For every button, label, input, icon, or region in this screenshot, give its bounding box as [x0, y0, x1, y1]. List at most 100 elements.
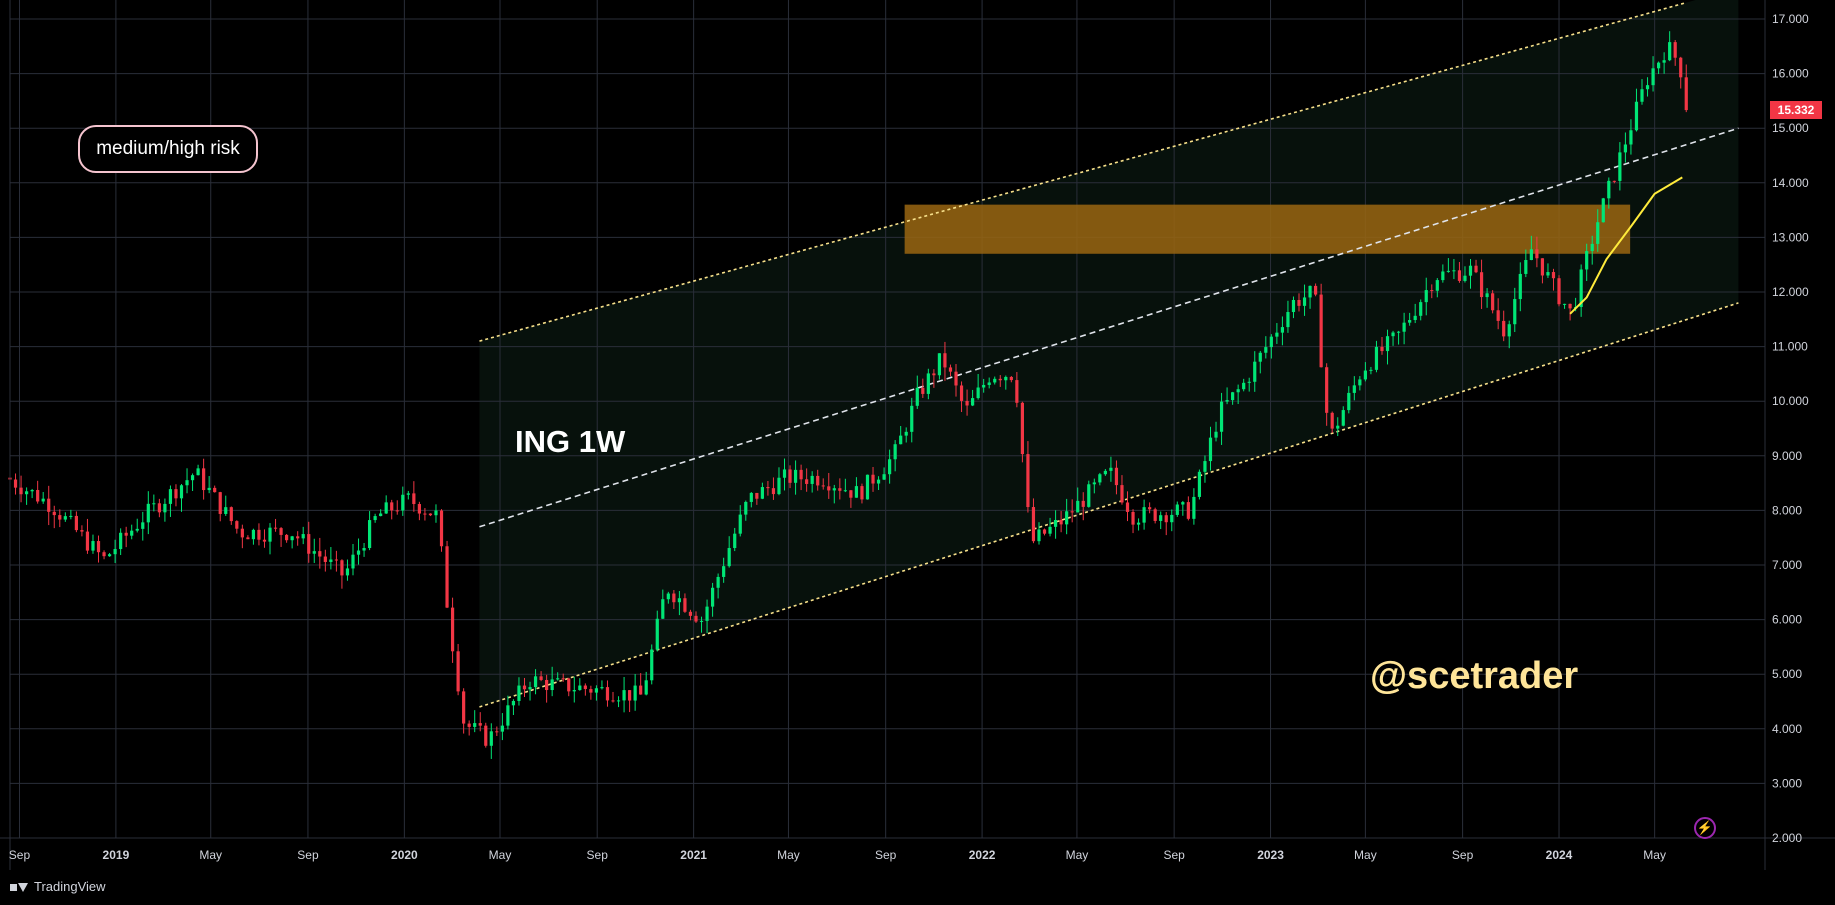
candle-body	[1634, 101, 1639, 131]
candle-body	[705, 606, 709, 621]
candle-body	[1103, 470, 1107, 475]
price-axis[interactable]: 17.000 16.000 15.000 14.000 13.000 12.000 11.0…	[1772, 12, 1809, 845]
time-axis[interactable]: Sep 2019 May Sep 2020 May Sep 2021 May Sep 2022 May…	[9, 848, 1666, 862]
candle-body	[1208, 437, 1213, 462]
candle-body	[1125, 502, 1130, 512]
candle-body	[1457, 270, 1462, 281]
candle-body	[1651, 68, 1655, 86]
candle-body	[63, 516, 67, 520]
candle-body	[1308, 285, 1312, 298]
candle-body	[124, 532, 128, 536]
candle-body	[163, 503, 167, 513]
candle-body	[744, 501, 748, 515]
candle-body	[1391, 332, 1395, 337]
candle-body	[279, 528, 283, 535]
candle-body	[1181, 502, 1185, 505]
candle-body	[401, 494, 405, 511]
candle-body	[157, 503, 161, 513]
candle-body	[1684, 77, 1688, 111]
y-tick-label: 7.000	[1772, 558, 1802, 572]
candle-body	[843, 490, 847, 492]
candle-body	[379, 513, 383, 517]
candle-body	[1164, 515, 1168, 523]
candle-body	[246, 537, 250, 540]
x-tick-label: May	[1354, 848, 1377, 862]
candle-body	[860, 486, 864, 500]
candle-body	[80, 530, 84, 532]
candle-body	[1679, 57, 1683, 78]
candle-body	[1087, 484, 1091, 507]
candle-body	[1302, 297, 1307, 306]
candle-body	[1656, 62, 1661, 69]
candle-body	[1004, 376, 1008, 381]
candle-body	[500, 725, 504, 732]
candle-body	[1518, 273, 1522, 300]
candle-body	[937, 353, 942, 376]
candle-body	[1109, 467, 1113, 471]
candle-body	[1363, 370, 1367, 380]
candle-body	[694, 615, 698, 622]
candle-body	[323, 556, 327, 562]
last-price-tag: 15.332	[1770, 101, 1822, 120]
candle-body	[146, 503, 150, 523]
candle-body	[1358, 379, 1362, 386]
candle-body	[666, 593, 670, 600]
y-tick-label: 6.000	[1772, 613, 1802, 627]
y-tick-label: 11.000	[1772, 340, 1808, 354]
candle-body	[915, 387, 919, 406]
candle-body	[1048, 526, 1052, 534]
candle-body	[871, 474, 875, 484]
channel-fill	[479, 0, 1739, 707]
candle-body	[1568, 303, 1572, 309]
candle-body	[107, 554, 112, 557]
candle-body	[1607, 180, 1611, 199]
candle-body	[235, 521, 239, 529]
candle-body	[1640, 89, 1644, 102]
candle-body	[561, 678, 565, 680]
candle-body	[1413, 315, 1417, 321]
candle-body	[456, 651, 460, 692]
candle-body	[932, 373, 936, 376]
candle-body	[495, 731, 499, 733]
candle-body	[589, 689, 593, 693]
candle-body	[1026, 454, 1030, 508]
candle-body	[445, 546, 449, 608]
candle-body	[605, 687, 610, 701]
candle-body	[1053, 520, 1058, 527]
candle-body	[52, 511, 56, 516]
candle-body	[439, 510, 444, 547]
x-tick-label: Sep	[875, 848, 897, 862]
x-tick-label: 2020	[391, 848, 418, 862]
candle-body	[733, 533, 737, 549]
candle-body	[1551, 272, 1556, 279]
candle-body	[1076, 500, 1080, 513]
candles	[8, 31, 1688, 759]
candle-body	[943, 353, 947, 368]
candle-body	[782, 469, 787, 478]
candle-body	[329, 559, 333, 562]
candle-body	[312, 551, 316, 554]
y-tick-label: 12.000	[1772, 285, 1809, 299]
candle-body	[213, 487, 217, 493]
candle-body	[1562, 303, 1567, 305]
candle-body	[1524, 260, 1528, 274]
candle-body	[185, 480, 189, 486]
candle-body	[19, 487, 23, 495]
candle-body	[395, 510, 399, 512]
candle-body	[1474, 265, 1478, 273]
brand-logo[interactable]: TradingView	[10, 879, 106, 894]
candle-body	[799, 469, 803, 480]
candle-body	[677, 598, 681, 603]
candle-body	[224, 507, 228, 514]
candle-body	[1120, 485, 1124, 503]
tradingview-icon	[10, 882, 28, 892]
candle-body	[954, 371, 958, 386]
lightning-icon[interactable]: ⚡	[1694, 817, 1716, 839]
candle-body	[550, 679, 554, 691]
candle-body	[1159, 515, 1163, 521]
x-tick-label: May	[199, 848, 222, 862]
candle-body	[301, 534, 305, 539]
candle-body	[976, 387, 980, 399]
candle-body	[196, 468, 200, 476]
